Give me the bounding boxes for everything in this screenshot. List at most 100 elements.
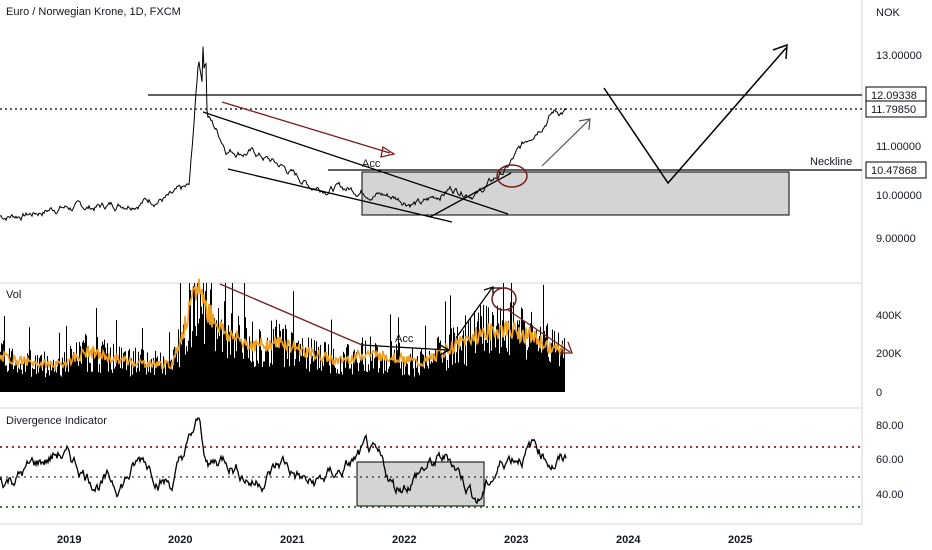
volume-bar xyxy=(472,338,473,392)
volume-bar xyxy=(110,347,111,392)
price-pane[interactable]: Euro / Norwegian Krone, 1D, FXCM NOK Acc… xyxy=(0,6,927,245)
volume-bar xyxy=(87,371,88,392)
volume-bar xyxy=(332,362,333,392)
volume-bar xyxy=(481,316,482,392)
volume-bar xyxy=(284,367,285,392)
volume-decline-line[interactable] xyxy=(507,309,571,353)
time-axis[interactable]: 2019 2020 2021 2022 2023 2024 2025 xyxy=(57,534,752,546)
volume-bar xyxy=(37,354,38,392)
volume-bar xyxy=(191,347,192,392)
volume-bar xyxy=(337,369,338,392)
volume-bar xyxy=(186,346,187,392)
volume-bar xyxy=(214,318,215,392)
volume-bar xyxy=(140,354,141,392)
volume-bar xyxy=(28,355,29,392)
channel-upper-line[interactable] xyxy=(202,111,509,215)
volume-bar xyxy=(456,352,457,392)
volume-bar xyxy=(534,333,535,392)
forecast-v-pattern[interactable] xyxy=(603,47,787,185)
volume-bar xyxy=(373,368,374,392)
volume-bar xyxy=(1,343,2,392)
currency-label: NOK xyxy=(876,7,901,19)
volume-bar xyxy=(440,340,441,392)
volume-pane[interactable]: Vol Acc 400K 200K 0 xyxy=(0,278,902,399)
volume-bar xyxy=(102,341,103,392)
volume-bar xyxy=(414,376,415,392)
volume-acc-arrow-line[interactable] xyxy=(361,344,449,351)
neckline-label: Neckline xyxy=(810,156,852,168)
breakout-circle[interactable] xyxy=(496,164,528,188)
volume-bar xyxy=(174,346,175,392)
volume-bar xyxy=(485,339,486,392)
volume-bar xyxy=(517,320,518,392)
projection-arrow-line[interactable] xyxy=(541,119,590,167)
volume-bar xyxy=(53,359,54,392)
volume-bar xyxy=(55,361,56,392)
volume-bar xyxy=(231,313,232,392)
volume-bar xyxy=(139,371,140,392)
volume-bar xyxy=(515,327,516,392)
channel-lower-line[interactable] xyxy=(227,168,453,223)
volume-bar xyxy=(555,352,556,392)
volume-bar xyxy=(424,368,425,392)
volume-bar xyxy=(405,366,406,392)
volume-bar xyxy=(361,342,362,392)
volume-bar xyxy=(313,361,314,392)
volume-bar xyxy=(427,365,428,392)
volume-bar xyxy=(123,352,124,392)
volume-bar xyxy=(175,351,176,392)
volume-bar xyxy=(520,342,521,392)
volume-bar xyxy=(262,366,263,392)
volume-bar xyxy=(101,345,102,392)
divergence-tick-1: 80.00 xyxy=(876,420,904,432)
volume-bar xyxy=(488,307,489,392)
volume-bar xyxy=(275,326,276,392)
volume-bar xyxy=(421,348,422,392)
divergence-pane[interactable]: Divergence Indicator 80.00 60.00 40.00 xyxy=(0,415,904,508)
volume-bar xyxy=(426,356,427,392)
volume-bar xyxy=(203,283,204,392)
volume-bar xyxy=(399,342,400,392)
volume-bar xyxy=(540,326,541,392)
volume-bar xyxy=(299,361,300,392)
volume-bar xyxy=(158,362,159,392)
volume-bar xyxy=(505,335,506,392)
volume-bar xyxy=(554,330,555,392)
volume-bar xyxy=(58,358,59,392)
volume-bar xyxy=(163,356,164,392)
volume-bar xyxy=(61,376,62,392)
volume-bar xyxy=(444,350,445,392)
volume-peak-circle[interactable] xyxy=(491,287,517,311)
volume-bar xyxy=(95,352,96,392)
volume-bar xyxy=(152,367,153,392)
volume-bar xyxy=(5,365,6,392)
volume-bar xyxy=(235,333,236,392)
volume-downtrend-line[interactable] xyxy=(219,283,363,346)
price-tick-3: 10.00000 xyxy=(876,190,922,202)
volume-bar xyxy=(36,373,37,392)
volume-bar xyxy=(225,283,226,392)
volume-bar xyxy=(479,334,480,392)
volume-bar xyxy=(161,368,162,392)
year-label-2020: 2020 xyxy=(168,534,192,546)
volume-bar xyxy=(527,350,528,392)
volume-bar xyxy=(391,341,392,392)
volume-bar xyxy=(474,310,475,392)
volume-bar xyxy=(180,283,181,392)
volume-bar xyxy=(450,295,451,392)
volume-bar xyxy=(99,364,100,392)
volume-pane-title: Vol xyxy=(6,289,21,301)
volume-bar xyxy=(248,358,249,392)
volume-bar xyxy=(366,371,367,392)
volume-bar xyxy=(537,342,538,392)
downtrend-arrow-line[interactable] xyxy=(221,101,391,154)
accumulation-zone-box[interactable] xyxy=(361,171,790,216)
volume-bar xyxy=(90,363,91,392)
volume-bar xyxy=(182,338,183,392)
volume-bar xyxy=(386,356,387,392)
volume-bar xyxy=(256,339,257,392)
volume-bar xyxy=(219,336,220,392)
volume-bar xyxy=(326,352,327,392)
